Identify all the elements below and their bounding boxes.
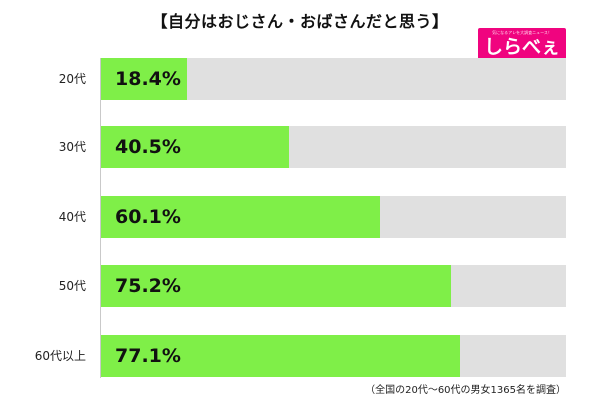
bar-track: 60.1% — [101, 196, 566, 238]
bar-track: 75.2% — [101, 265, 566, 307]
bar — [101, 126, 290, 168]
bar-value-label: 60.1% — [115, 206, 181, 228]
category-label: 20代 — [58, 72, 86, 86]
bar-value-label: 75.2% — [115, 275, 181, 297]
bar — [101, 335, 460, 377]
survey-footnote: （全国の20代～60代の男女1365名を調査） — [365, 385, 566, 396]
bar-chart: 18.4% 40.5% 60.1% 75.2% 77.1% — [100, 58, 566, 378]
category-label: 40代 — [58, 210, 86, 224]
category-label: 30代 — [58, 140, 86, 154]
bar-value-label: 18.4% — [115, 68, 181, 90]
bar-value-label: 77.1% — [115, 345, 181, 367]
chart-title: 【自分はおじさん・おばさんだと思う】 — [151, 12, 449, 31]
category-label: 60代以上 — [34, 349, 86, 363]
logo-tagline: 気になるアレを大調査ニュース！ — [492, 30, 552, 35]
bar-track: 77.1% — [101, 335, 566, 377]
bar-track: 18.4% — [101, 58, 566, 100]
bar-track: 40.5% — [101, 126, 566, 168]
shirabee-logo: 気になるアレを大調査ニュース！ しらべぇ — [478, 28, 566, 60]
bar — [101, 265, 451, 307]
bar-value-label: 40.5% — [115, 136, 181, 158]
bar — [101, 58, 187, 100]
category-label: 50代 — [58, 279, 86, 293]
bar — [101, 196, 381, 238]
logo-text: しらべぇ — [483, 36, 560, 58]
